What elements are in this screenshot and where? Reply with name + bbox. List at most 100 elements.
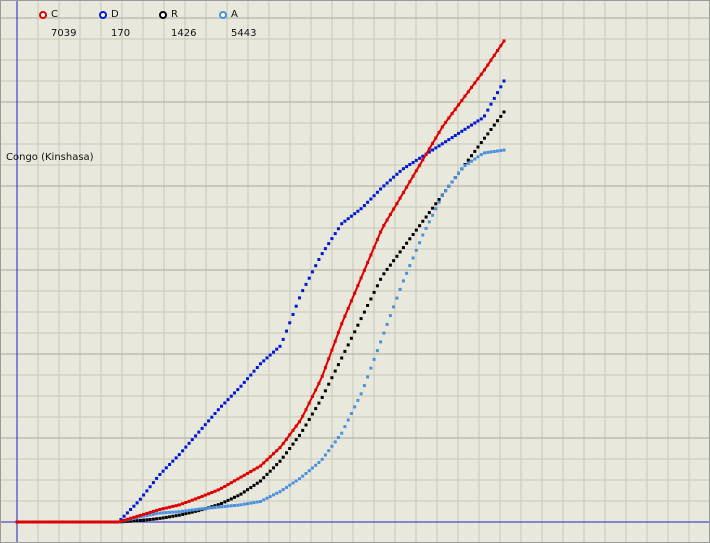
point-r [486, 132, 490, 136]
point-d [177, 453, 181, 457]
point-a [369, 366, 373, 370]
point-a [161, 511, 165, 515]
point-d [275, 347, 279, 351]
point-d [466, 125, 470, 129]
point-a [486, 150, 490, 154]
point-a [414, 248, 418, 252]
point-r [278, 459, 282, 463]
point-r [161, 516, 165, 520]
point-a [340, 431, 344, 435]
point-a [310, 466, 314, 470]
point-a [460, 167, 464, 171]
point-r [353, 330, 357, 334]
point-a [216, 505, 220, 509]
point-r [242, 490, 246, 494]
point-a [210, 506, 214, 510]
point-d [216, 408, 220, 412]
point-d [125, 511, 129, 515]
point-c [418, 163, 422, 167]
point-r [281, 455, 285, 459]
point-c [489, 58, 493, 62]
point-r [255, 481, 259, 485]
point-r [330, 376, 334, 380]
point-c [216, 488, 220, 492]
point-d [239, 384, 243, 388]
point-d [272, 350, 275, 354]
point-a [379, 340, 383, 344]
point-d [437, 144, 441, 148]
point-c [48, 520, 51, 524]
point-a [285, 485, 288, 489]
point-a [242, 502, 246, 506]
point-d [414, 158, 418, 162]
point-d [453, 134, 457, 137]
point-r [424, 215, 428, 219]
point-r [411, 233, 415, 236]
point-r [343, 349, 347, 353]
point-r [466, 158, 470, 162]
point-d [265, 356, 269, 360]
point-r [168, 515, 172, 519]
point-r [262, 476, 266, 480]
legend-marker-a [219, 11, 227, 19]
point-r [366, 304, 370, 307]
point-c [323, 366, 327, 370]
point-c [405, 185, 409, 189]
point-r [236, 494, 240, 498]
point-c [203, 493, 207, 497]
point-c [83, 520, 87, 524]
legend-label-d: D [111, 9, 119, 20]
point-d [479, 117, 483, 121]
point-d [262, 359, 266, 363]
point-d [220, 404, 223, 408]
point-a [164, 511, 168, 515]
point-c [382, 223, 386, 227]
point-a [476, 155, 480, 159]
point-d [190, 438, 194, 442]
point-a [145, 514, 149, 518]
point-c [164, 506, 168, 510]
point-c [343, 314, 347, 318]
point-c [223, 484, 227, 488]
point-a [229, 504, 233, 508]
point-c [431, 141, 435, 145]
point-a [457, 171, 460, 175]
point-r [327, 382, 331, 386]
point-c [340, 322, 344, 326]
point-c [285, 437, 288, 441]
point-c [35, 520, 38, 524]
point-a [349, 412, 353, 415]
point-a [200, 507, 204, 511]
point-c [148, 510, 152, 514]
point-d [486, 108, 490, 112]
point-c [346, 307, 350, 310]
point-a [236, 503, 240, 507]
point-c [262, 461, 266, 465]
point-c [122, 518, 126, 522]
point-c [366, 261, 370, 265]
point-d [213, 412, 217, 415]
point-d [349, 214, 353, 218]
point-c [356, 284, 360, 288]
point-a [356, 398, 360, 402]
point-a [453, 176, 457, 180]
point-a [366, 375, 370, 379]
point-c [421, 158, 425, 162]
point-c [388, 213, 392, 216]
point-c [369, 253, 373, 257]
point-c [41, 520, 45, 524]
point-r [483, 136, 486, 140]
point-c [496, 49, 499, 53]
point-d [268, 353, 272, 357]
point-a [447, 184, 451, 188]
point-c [119, 519, 123, 523]
point-c [229, 481, 233, 485]
point-r [213, 504, 217, 508]
point-a [259, 500, 262, 503]
point-d [184, 445, 188, 449]
point-r [392, 259, 396, 263]
point-d [405, 165, 409, 169]
point-r [138, 519, 142, 522]
point-r [285, 451, 288, 455]
